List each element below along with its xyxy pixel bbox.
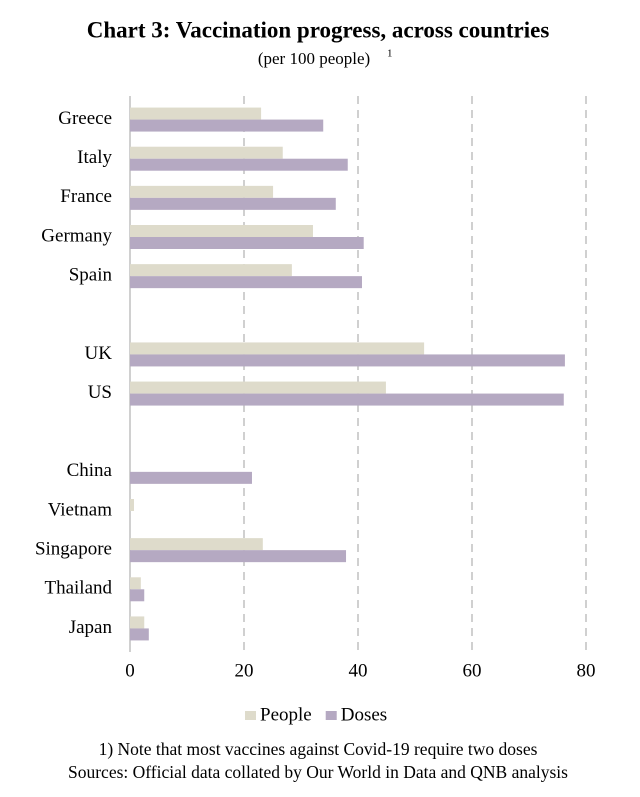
y-tick-label: Thailand — [44, 578, 112, 599]
bar — [130, 499, 134, 511]
y-tick-label: US — [88, 382, 112, 403]
legend-swatch — [325, 711, 337, 720]
bar — [130, 225, 313, 237]
x-tick-label: 20 — [235, 660, 254, 681]
bar — [130, 616, 145, 629]
bar — [130, 342, 425, 355]
bar — [130, 197, 336, 210]
bar — [130, 589, 145, 602]
y-tick-label: UK — [85, 343, 113, 364]
bar — [130, 550, 347, 563]
footnote: Sources: Official data collated by Our W… — [68, 762, 568, 782]
legend-label: People — [260, 704, 312, 725]
bar — [130, 237, 364, 249]
chart-subtitle: (per 100 people) — [258, 49, 370, 68]
y-tick-label: Japan — [69, 617, 113, 638]
bar — [130, 471, 252, 484]
footnote: 1) Note that most vaccines against Covid… — [99, 739, 538, 759]
y-tick-label: Spain — [69, 265, 113, 286]
y-tick-label: Singapore — [35, 539, 112, 560]
y-tick-label: Germany — [41, 225, 112, 246]
chart-title: Chart 3: Vaccination progress, across co… — [87, 17, 550, 42]
y-tick-label: China — [67, 460, 113, 481]
subtitle-note: 1 — [387, 48, 393, 60]
y-tick-label: Vietnam — [48, 499, 113, 520]
bar — [130, 628, 149, 641]
y-tick-label: France — [60, 186, 112, 207]
bar — [130, 146, 283, 159]
bar — [130, 107, 262, 120]
legend-label: Doses — [341, 704, 387, 725]
bar — [130, 577, 141, 590]
x-tick-label: 0 — [125, 660, 135, 681]
bar — [130, 381, 386, 394]
bar — [130, 354, 565, 367]
bar — [130, 119, 324, 132]
x-tick-label: 80 — [577, 660, 596, 681]
bar — [130, 393, 564, 406]
x-tick-label: 60 — [463, 660, 482, 681]
bar — [130, 185, 274, 198]
bar — [130, 158, 348, 171]
y-tick-label: Greece — [58, 108, 112, 129]
bar — [130, 264, 292, 277]
x-tick-label: 40 — [349, 660, 368, 681]
y-tick-label: Italy — [77, 147, 112, 168]
bar — [130, 276, 362, 289]
legend-swatch — [245, 711, 256, 720]
bar — [130, 538, 263, 551]
